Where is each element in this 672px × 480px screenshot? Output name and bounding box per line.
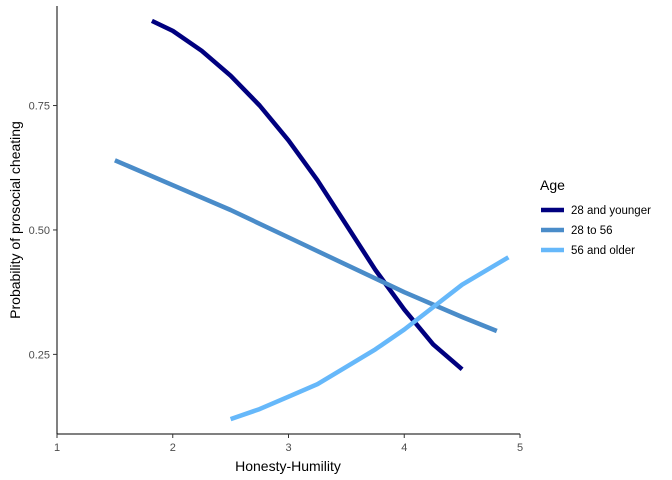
series-line-1 [150,18,464,372]
y-ticks: 0.25 0.50 0.75 [29,101,57,361]
legend-items: 28 and younger 28 to 56 56 and older [541,205,651,257]
x-tick-label: 1 [54,442,60,454]
x-ticks: 1 2 3 4 5 [54,434,523,454]
x-tick-label: 3 [285,442,291,454]
legend-label-1: 28 and younger [571,205,651,217]
legend-label-2: 28 to 56 [571,225,613,237]
legend-label-3: 56 and older [571,245,635,257]
y-tick-label: 0.75 [29,101,50,113]
x-tick-label: 4 [401,442,407,454]
series-layer [114,18,510,422]
x-tick-label: 5 [517,442,523,454]
y-axis-title: Probability of prosocial cheating [7,121,23,319]
series-line-3 [229,255,510,422]
y-tick-label: 0.25 [29,349,50,361]
legend: Age 28 and younger 28 to 56 56 and older [540,177,651,257]
legend-title: Age [540,177,565,193]
y-tick-label: 0.50 [29,225,50,237]
x-tick-label: 2 [170,442,176,454]
x-axis-title: Honesty-Humility [235,458,341,474]
series-line-2 [114,158,498,334]
